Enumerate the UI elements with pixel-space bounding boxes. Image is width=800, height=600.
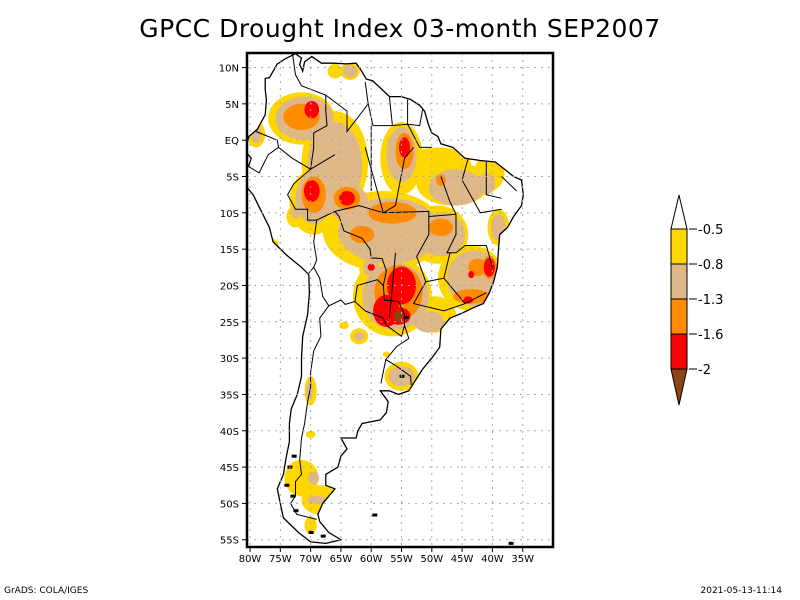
drought-area-severe <box>307 495 326 505</box>
colorbar-label: -1.3 <box>698 293 723 308</box>
coastline-layer <box>247 53 524 545</box>
country-border <box>367 103 424 127</box>
drought-area-serious <box>428 218 453 237</box>
island-fragment <box>508 541 514 545</box>
drought-area-severe <box>428 169 484 206</box>
y-tick-label: 35S <box>220 390 239 401</box>
x-tick-label: 80W <box>239 554 262 565</box>
y-tick-label: 55S <box>220 536 239 547</box>
country-border <box>383 147 414 214</box>
colorbar-label: -1.6 <box>698 328 723 343</box>
country-border <box>313 267 405 338</box>
y-tick-label: 45S <box>220 463 239 474</box>
colorbar-label: -2 <box>698 363 711 378</box>
colorbar-segment <box>670 228 688 265</box>
drought-area-extreme <box>303 180 320 202</box>
island-fragment <box>291 454 297 458</box>
x-tick-label: 45W <box>451 554 474 565</box>
drought-area-serious <box>350 225 375 244</box>
colorbar-top-arrow <box>670 194 688 230</box>
country-border <box>407 123 432 148</box>
x-axis: 80W 75W 70W 65W 60W 55W 50W 45W 40W 35W <box>239 547 534 565</box>
drought-area-extreme <box>339 191 355 206</box>
x-tick-label: 40W <box>481 554 504 565</box>
footer-timestamp: 2021-05-13-11:14 <box>700 586 783 596</box>
island-fragment <box>284 483 290 487</box>
drought-area-severe <box>353 331 365 341</box>
drought-area-moderate <box>339 321 349 329</box>
country-border <box>388 252 396 319</box>
colorbar-label: -0.8 <box>698 258 723 273</box>
y-tick-label: 5N <box>225 100 239 111</box>
y-tick-label: 15S <box>220 245 239 256</box>
footer-credit: GrADS: COLA/IGES <box>4 586 89 596</box>
island-fragment <box>372 513 378 517</box>
colorbar-segment <box>670 263 688 300</box>
y-tick-label: 40S <box>220 427 239 438</box>
ocean-mask <box>247 53 553 547</box>
drought-area-moderate <box>284 459 319 497</box>
island-fragment <box>403 315 409 319</box>
country-border <box>501 176 517 192</box>
drought-area-severe <box>308 471 320 485</box>
drought-area-moderate <box>327 63 343 79</box>
x-tick-label: 55W <box>390 554 413 565</box>
colorbar-segment <box>670 298 688 335</box>
country-border <box>291 53 328 170</box>
chart-title: GPCC Drought Index 03-month SEP2007 <box>139 14 661 43</box>
x-tick-label: 60W <box>360 554 383 565</box>
x-tick-label: 75W <box>269 554 292 565</box>
country-border <box>388 96 393 126</box>
drought-area-moderate <box>305 430 316 438</box>
country-border <box>485 162 502 199</box>
colorbar-bottom-arrow <box>670 368 688 406</box>
y-tick-label: 25S <box>220 318 239 329</box>
country-border <box>440 176 457 215</box>
island-fragment <box>320 534 326 538</box>
drought-field-layer <box>247 53 553 547</box>
y-tick-label: 30S <box>220 354 239 365</box>
drought-area-extreme <box>304 101 320 119</box>
island-fragment <box>293 509 299 513</box>
country-border <box>380 359 387 384</box>
grid-layer <box>247 53 553 547</box>
country-border <box>412 281 487 312</box>
drought-area-extreme <box>367 263 375 271</box>
country-border <box>461 158 502 214</box>
country-border <box>310 154 336 170</box>
y-tick-label: 5S <box>226 173 239 184</box>
colorbar-segment <box>670 333 688 370</box>
y-axis: 10N 5N EQ 5S 10S 15S 20S 25S 30S 35S 40S 45S 50S 55S <box>219 64 247 547</box>
x-tick-label: 50W <box>420 554 443 565</box>
drought-area-severe <box>342 64 358 78</box>
drought-area-severe <box>413 310 444 333</box>
drought-area-extreme <box>483 257 495 277</box>
drought-area-extreme <box>468 271 475 279</box>
coastline <box>247 53 524 545</box>
country-border <box>325 82 369 133</box>
y-tick-label: 50S <box>220 499 239 510</box>
country-border <box>364 147 384 213</box>
country-border <box>334 205 384 214</box>
y-tick-label: 20S <box>220 281 239 292</box>
x-tick-label: 65W <box>330 554 353 565</box>
y-tick-label: 10N <box>219 64 239 75</box>
country-border <box>428 213 493 268</box>
colorbar-legend: -0.5 -0.8 -1.3 -1.6 -2 <box>670 194 723 406</box>
x-tick-label: 70W <box>299 554 322 565</box>
drought-area-severe <box>290 207 301 219</box>
colorbar-label: -0.5 <box>698 223 723 238</box>
map-frame <box>245 51 555 549</box>
y-tick-label: 10S <box>220 209 239 220</box>
country-border <box>443 277 466 304</box>
drought-area-exceptional <box>394 310 403 322</box>
x-tick-label: 35W <box>511 554 534 565</box>
drought-area-extreme <box>463 296 474 304</box>
island-fragment <box>308 530 314 534</box>
island-fragment <box>290 494 296 498</box>
drought-area-moderate <box>304 516 317 534</box>
y-tick-label: EQ <box>225 136 239 147</box>
